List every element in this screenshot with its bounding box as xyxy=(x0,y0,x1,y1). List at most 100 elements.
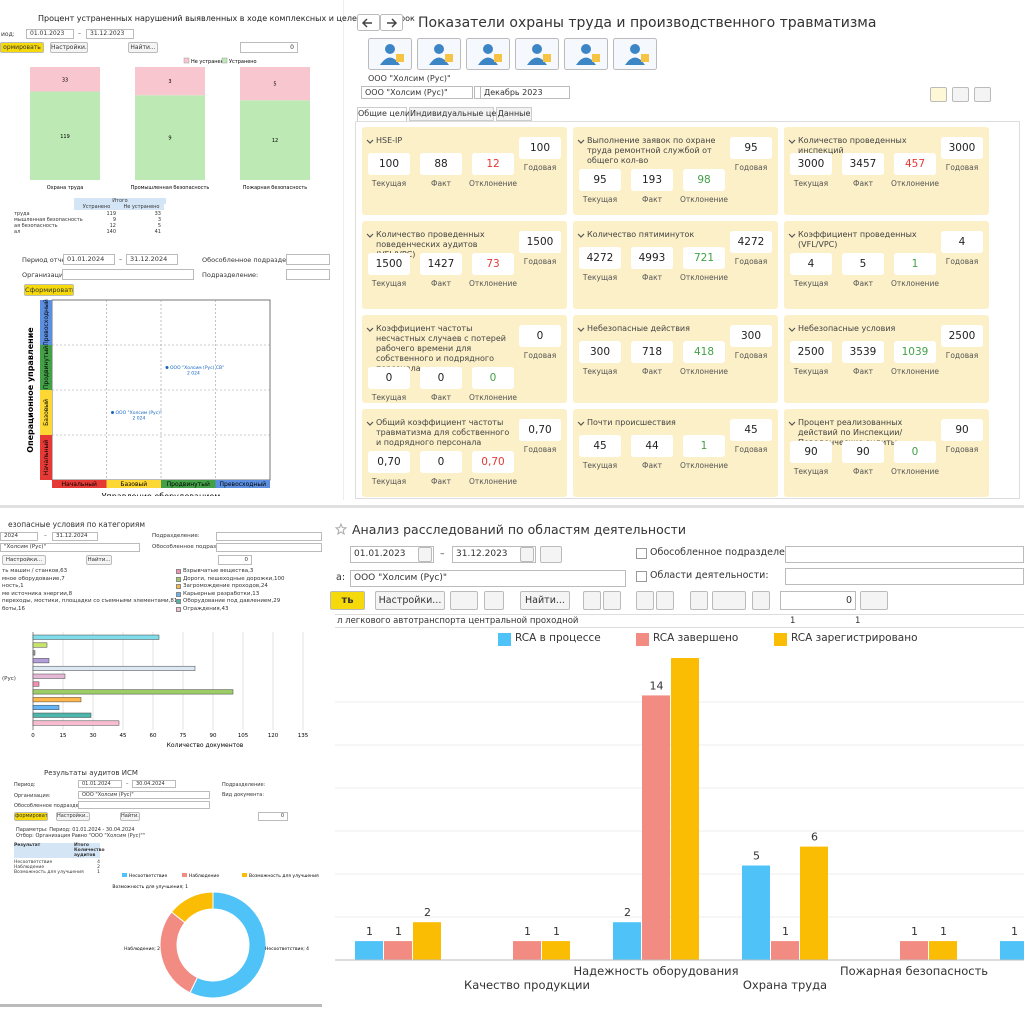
module-icon[interactable] xyxy=(368,38,412,70)
nav-arrows[interactable] xyxy=(357,14,403,32)
list-button[interactable] xyxy=(583,591,601,610)
settings-button[interactable]: Настройки... xyxy=(56,812,90,821)
collapse-icon[interactable] xyxy=(788,139,796,145)
module-icon[interactable] xyxy=(417,38,461,70)
calendar-button[interactable] xyxy=(520,547,534,562)
preview-button[interactable] xyxy=(656,591,674,610)
collapse-icon[interactable] xyxy=(788,327,796,333)
areas-field[interactable] xyxy=(785,568,1024,585)
find-button[interactable]: Найти... xyxy=(520,591,570,610)
value-box: 0,70 xyxy=(472,451,514,473)
matrix-point xyxy=(111,411,114,414)
module-icon[interactable] xyxy=(515,38,559,70)
org-label: Организация: xyxy=(22,271,70,279)
org-field[interactable]: "Холсим (Рус)" xyxy=(0,543,140,552)
stacked-bar-chart: Не устранено Устранено 119 33 Охрана труда 9 3… xyxy=(30,57,310,191)
collapse-icon[interactable] xyxy=(366,139,374,145)
bar xyxy=(355,941,383,960)
y-level-label: Продвинутый xyxy=(43,346,50,389)
legend-swatch xyxy=(182,873,187,877)
generate-button[interactable]: Сформировать xyxy=(24,284,74,296)
legend-swatch xyxy=(183,57,190,64)
y-level-cell xyxy=(40,390,52,435)
date-from[interactable]: 01.01.2024 xyxy=(63,254,115,265)
org-field[interactable] xyxy=(62,269,194,280)
date-from[interactable]: 01.01.2024 xyxy=(78,780,122,788)
date-from[interactable]: 01.01.2023 xyxy=(350,546,434,563)
collapse-icon[interactable] xyxy=(366,327,374,333)
generate-button[interactable]: ть xyxy=(330,591,365,610)
collapse-icon[interactable] xyxy=(788,233,796,239)
mail-button[interactable] xyxy=(712,591,746,610)
subdivision-field[interactable] xyxy=(286,254,330,265)
subdivision-field[interactable] xyxy=(216,543,322,552)
value-caption: Отклонение xyxy=(468,179,518,188)
date-to[interactable]: 31.12.2024 xyxy=(126,254,178,265)
org-field[interactable]: ООО "Холсим (Рус)" xyxy=(361,86,473,99)
settings-button[interactable]: Настройки... xyxy=(2,555,46,565)
collapse-icon[interactable] xyxy=(366,421,374,427)
settings-button[interactable]: Настройки... xyxy=(375,591,445,610)
org-field[interactable]: ООО "Холсим (Рус)" xyxy=(350,570,626,587)
date-from[interactable]: 2024 xyxy=(0,532,38,541)
value-box: 0 xyxy=(894,441,936,463)
table-button[interactable] xyxy=(974,87,991,102)
generate-button[interactable]: ормировать xyxy=(0,42,44,53)
table-cell: 33 xyxy=(154,211,161,217)
date-to[interactable]: 31.12.2024 xyxy=(52,532,98,541)
subdivision-field[interactable] xyxy=(78,801,210,809)
org-field[interactable]: ООО "Холсим (Рус)" xyxy=(78,791,210,799)
date-to[interactable]: 30.04.2024 xyxy=(132,780,176,788)
copy-button[interactable] xyxy=(752,591,770,610)
legend-label: RCA зарегистрировано xyxy=(791,632,918,644)
collapse-icon[interactable] xyxy=(577,139,585,145)
print-button[interactable] xyxy=(952,87,969,102)
sum-button[interactable] xyxy=(860,591,888,610)
chevron xyxy=(577,139,585,144)
category-label: Пожарная безопасность xyxy=(243,185,307,191)
module-icon[interactable] xyxy=(564,38,608,70)
module-icon[interactable] xyxy=(466,38,510,70)
y-level-label: Начальный xyxy=(43,440,50,475)
point-year: 2 024 xyxy=(187,371,200,377)
favorite-icon[interactable] xyxy=(335,523,347,535)
calendar-button[interactable] xyxy=(418,547,432,562)
collapse-icon[interactable] xyxy=(788,421,796,427)
subdivision-field[interactable] xyxy=(785,546,1024,563)
collapse-icon[interactable] xyxy=(577,327,585,333)
print-settings-button[interactable] xyxy=(450,591,478,610)
department-field[interactable] xyxy=(216,532,322,541)
tab[interactable]: Общие цели xyxy=(357,107,410,121)
module-icon[interactable] xyxy=(613,38,657,70)
collapse-icon[interactable] xyxy=(366,233,374,239)
refresh-button[interactable] xyxy=(930,87,947,102)
date-to[interactable]: 31.12.2023 xyxy=(86,29,134,39)
legend-swatch xyxy=(221,57,228,64)
legend-label: Наблюдение xyxy=(189,873,219,879)
department-field[interactable] xyxy=(286,269,330,280)
list-button[interactable] xyxy=(603,591,621,610)
table-button[interactable] xyxy=(484,591,504,610)
tab[interactable]: Данные xyxy=(496,107,532,121)
date-to[interactable]: 31.12.2023 xyxy=(452,546,536,563)
dash: – xyxy=(440,549,445,559)
save-button[interactable] xyxy=(690,591,708,610)
print-button[interactable] xyxy=(636,591,654,610)
value-box: 45 xyxy=(579,435,621,457)
more-button[interactable] xyxy=(540,546,562,563)
date-from[interactable]: 01.01.2023 xyxy=(26,29,74,39)
period-field[interactable]: Декабрь 2023 xyxy=(480,86,570,99)
find-button[interactable]: Найти... xyxy=(120,812,140,821)
generate-button[interactable]: формировать xyxy=(14,812,48,821)
tab[interactable]: Индивидуальные цели xyxy=(409,107,507,121)
collapse-icon[interactable] xyxy=(577,233,585,239)
bar xyxy=(32,704,60,710)
checkbox[interactable] xyxy=(636,571,647,582)
collapse-icon[interactable] xyxy=(577,421,585,427)
settings-button[interactable]: Настройки... xyxy=(50,42,88,53)
find-button[interactable]: Найти... xyxy=(128,42,158,53)
checkbox[interactable] xyxy=(636,548,647,559)
annual-label: Годовая xyxy=(734,445,768,454)
bar-segment xyxy=(30,67,100,92)
find-button[interactable]: Найти... xyxy=(86,555,112,565)
